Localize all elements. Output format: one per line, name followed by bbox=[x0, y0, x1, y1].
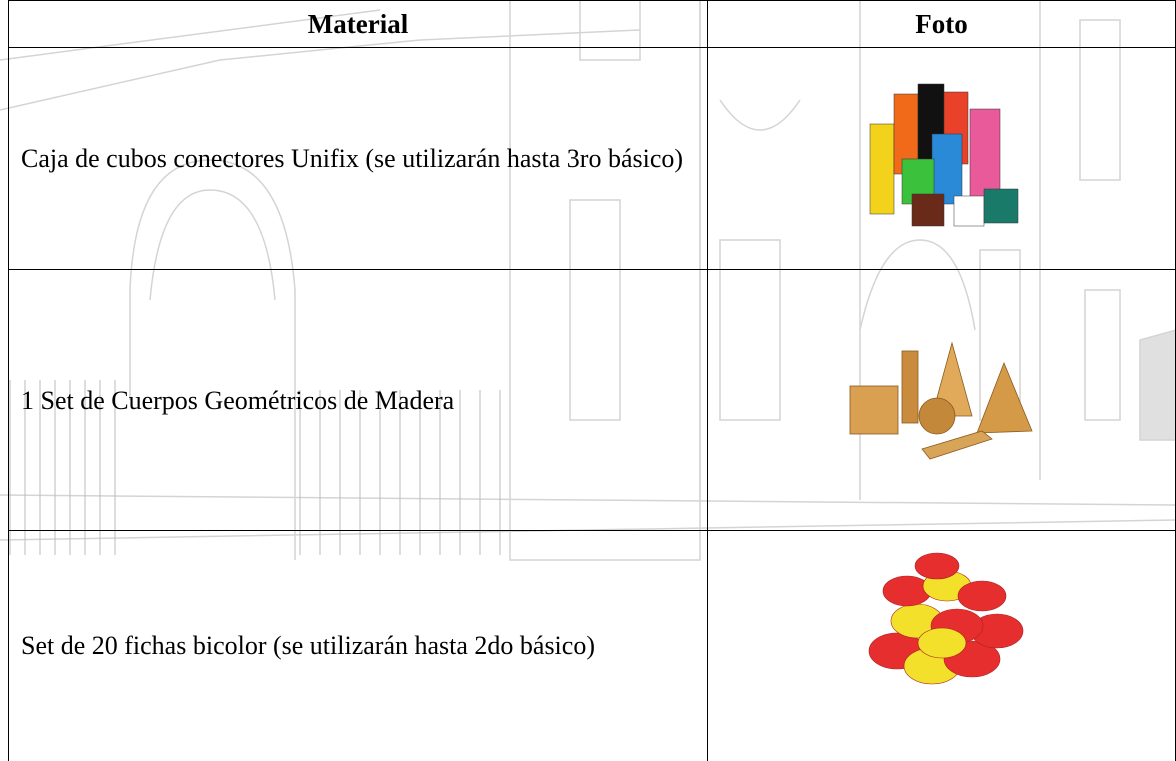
material-cell: Caja de cubos conectores Unifix (se util… bbox=[8, 47, 707, 270]
header-cell: Material bbox=[8, 0, 707, 48]
header-cell: Foto bbox=[707, 0, 1176, 48]
photo-cell bbox=[707, 269, 1176, 531]
photo-cell bbox=[707, 47, 1176, 270]
material-cell: 1 Set de Cuerpos Geométricos de Madera bbox=[8, 269, 707, 531]
photo-cell bbox=[707, 530, 1176, 761]
header-text: Foto bbox=[915, 9, 968, 39]
material-text: Caja de cubos conectores Unifix (se util… bbox=[21, 144, 684, 173]
unifix-cubes-photo bbox=[869, 83, 1018, 227]
material-text: Set de 20 fichas bicolor (se utilizarán … bbox=[21, 631, 595, 660]
header-text: Material bbox=[307, 9, 409, 39]
bicolor-chips-photo bbox=[868, 552, 1023, 685]
material-cell: Set de 20 fichas bicolor (se utilizarán … bbox=[8, 530, 707, 761]
geometric-bodies-photo bbox=[849, 340, 1033, 459]
material-text: 1 Set de Cuerpos Geométricos de Madera bbox=[21, 385, 455, 415]
